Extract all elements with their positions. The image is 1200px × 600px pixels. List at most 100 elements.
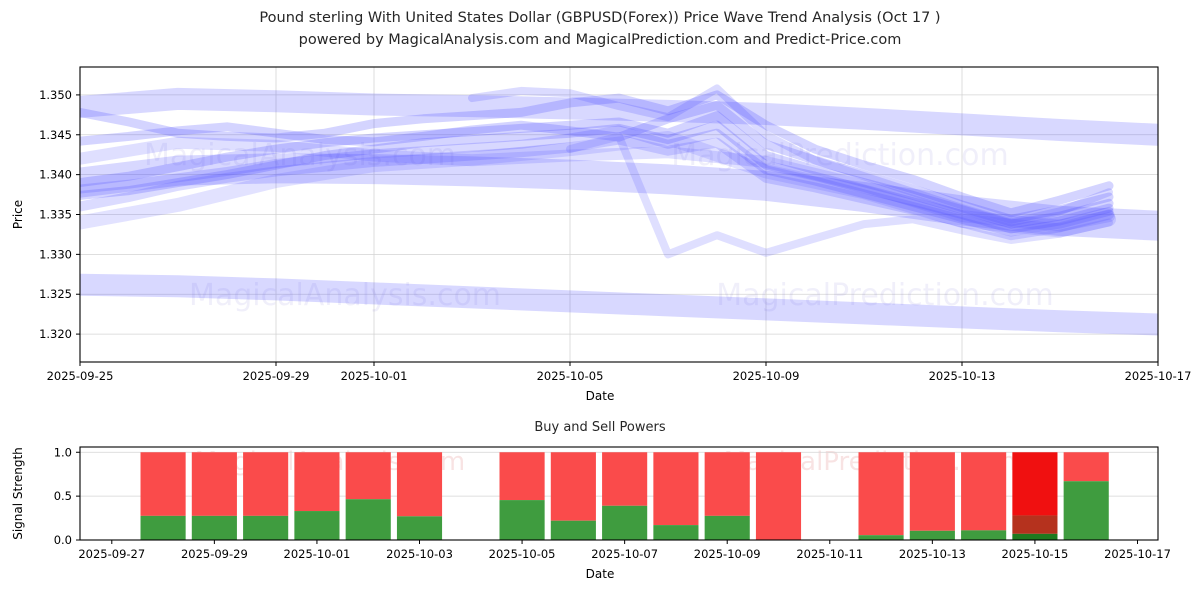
watermark-text: MagicalAnalysis.com [189, 278, 501, 313]
buy-power-segment[interactable] [294, 511, 340, 540]
wave-band [468, 84, 1113, 227]
stacked-bar[interactable] [294, 452, 340, 540]
y-tick-label: 1.0 [54, 445, 72, 459]
sell-power-segment[interactable] [243, 452, 289, 516]
signal-chart-axes: MagicalAnalysis.comMagicalPrediction.com… [11, 445, 1171, 581]
buy-power-segment[interactable] [243, 515, 289, 540]
sell-power-segment[interactable] [396, 452, 443, 517]
stacked-bar[interactable] [909, 452, 955, 540]
stacked-bar[interactable] [191, 452, 237, 540]
wave-band [80, 273, 1158, 336]
sell-power-segment[interactable] [1012, 452, 1058, 516]
buy-power-segment[interactable] [653, 525, 699, 540]
stacked-bar[interactable] [550, 452, 596, 540]
y-tick-label: 1.325 [39, 287, 72, 301]
buy-power-segment[interactable] [1063, 481, 1109, 540]
buy-power-segment[interactable] [704, 515, 750, 540]
buy-power-segment[interactable] [191, 515, 237, 540]
figure-title-line-2: powered by MagicalAnalysis.com and Magic… [299, 32, 902, 48]
wave-band [80, 153, 1158, 241]
wave-band [80, 111, 1114, 229]
buy-power-segment[interactable] [1012, 533, 1058, 540]
x-tick-label: 2025-10-13 [929, 369, 996, 383]
stacked-bar[interactable] [396, 452, 443, 540]
y-axis-label: Price [11, 200, 25, 229]
x-tick-label: 2025-10-01 [341, 369, 408, 383]
watermark-text: MagicalPrediction.com [671, 138, 1009, 173]
stacked-bar[interactable] [653, 452, 699, 540]
x-tick-label: 2025-09-29 [243, 369, 310, 383]
sell-power-segment[interactable] [191, 452, 237, 516]
sell-power-segment[interactable] [1063, 452, 1109, 482]
y-tick-label: 1.340 [39, 168, 72, 182]
figure-title-line-1: Pound sterling With United States Dollar… [259, 10, 940, 26]
stacked-bar[interactable] [499, 452, 545, 540]
x-tick-label: 2025-10-03 [386, 547, 453, 561]
wave-band [80, 100, 1114, 224]
y-tick-label: 0.0 [54, 533, 72, 547]
stacked-bar[interactable] [243, 452, 289, 540]
buy-power-segment[interactable] [140, 515, 186, 540]
sell-power-segment[interactable] [140, 452, 186, 516]
sell-power-segment-dark[interactable] [1012, 515, 1058, 534]
sell-power-segment[interactable] [653, 452, 699, 526]
x-tick-label: 2025-10-09 [694, 547, 761, 561]
buy-power-segment[interactable] [858, 535, 904, 540]
sell-power-segment[interactable] [858, 452, 904, 536]
stacked-bar[interactable] [704, 452, 750, 540]
buy-power-segment[interactable] [345, 499, 391, 540]
stacked-bar[interactable] [961, 452, 1007, 540]
x-tick-label: 2025-10-07 [591, 547, 658, 561]
x-tick-label: 2025-09-27 [78, 547, 145, 561]
wave-band [80, 87, 1158, 146]
stacked-bar[interactable] [755, 452, 802, 540]
wave-bands [80, 84, 1158, 336]
y-tick-label: 1.335 [39, 208, 72, 222]
sell-power-segment[interactable] [345, 452, 391, 500]
sell-power-segment[interactable] [909, 452, 955, 531]
price-chart-axes: MagicalAnalysis.com MagicalPrediction.com… [11, 66, 1192, 403]
stacked-bar[interactable] [602, 452, 648, 540]
wave-band [566, 132, 1113, 259]
buy-power-segment[interactable] [396, 516, 443, 540]
sell-power-segment[interactable] [704, 452, 750, 516]
buy-power-segment[interactable] [550, 520, 596, 540]
sell-power-segment[interactable] [755, 452, 802, 540]
x-tick-label: 2025-10-05 [489, 547, 556, 561]
watermark-group: MagicalAnalysis.com MagicalPrediction.com… [144, 138, 1054, 313]
buy-power-segment[interactable] [961, 530, 1007, 540]
y-axis-label: Signal Strength [11, 447, 25, 540]
wave-band [80, 131, 1116, 238]
wave-band [80, 120, 1114, 234]
x-tick-label: 2025-10-17 [1125, 369, 1192, 383]
stacked-bar[interactable] [140, 452, 186, 540]
wave-band [80, 90, 1114, 218]
stacked-bar[interactable] [1063, 452, 1109, 540]
subplot-title: Buy and Sell Powers [534, 420, 665, 435]
sell-power-segment[interactable] [550, 452, 596, 521]
x-tick-label: 2025-10-15 [1001, 547, 1068, 561]
y-tick-label: 1.330 [39, 247, 72, 261]
stacked-bar[interactable] [858, 452, 904, 540]
buy-power-segment[interactable] [499, 500, 545, 540]
x-tick-label: 2025-10-11 [796, 547, 863, 561]
buy-power-segment[interactable] [602, 505, 648, 540]
stacked-bar[interactable] [345, 452, 391, 540]
axes-frame [79, 446, 1159, 541]
sell-power-segment[interactable] [294, 452, 340, 512]
x-axis-label: Date [586, 389, 615, 403]
x-tick-label: 2025-10-09 [733, 369, 800, 383]
y-tick-label: 1.350 [39, 88, 72, 102]
wave-band [80, 134, 1114, 241]
sell-power-segment[interactable] [499, 452, 545, 501]
bar-group [140, 452, 1109, 540]
x-tick-label: 2025-10-13 [899, 547, 966, 561]
sell-power-segment[interactable] [602, 452, 648, 506]
sell-power-segment[interactable] [961, 452, 1007, 531]
x-tick-label: 2025-10-17 [1104, 547, 1171, 561]
buy-power-segment[interactable] [909, 530, 955, 540]
wave-band [80, 136, 1115, 232]
watermark-text: MagicalPrediction.com [716, 278, 1054, 313]
stacked-bar[interactable] [1012, 452, 1058, 540]
